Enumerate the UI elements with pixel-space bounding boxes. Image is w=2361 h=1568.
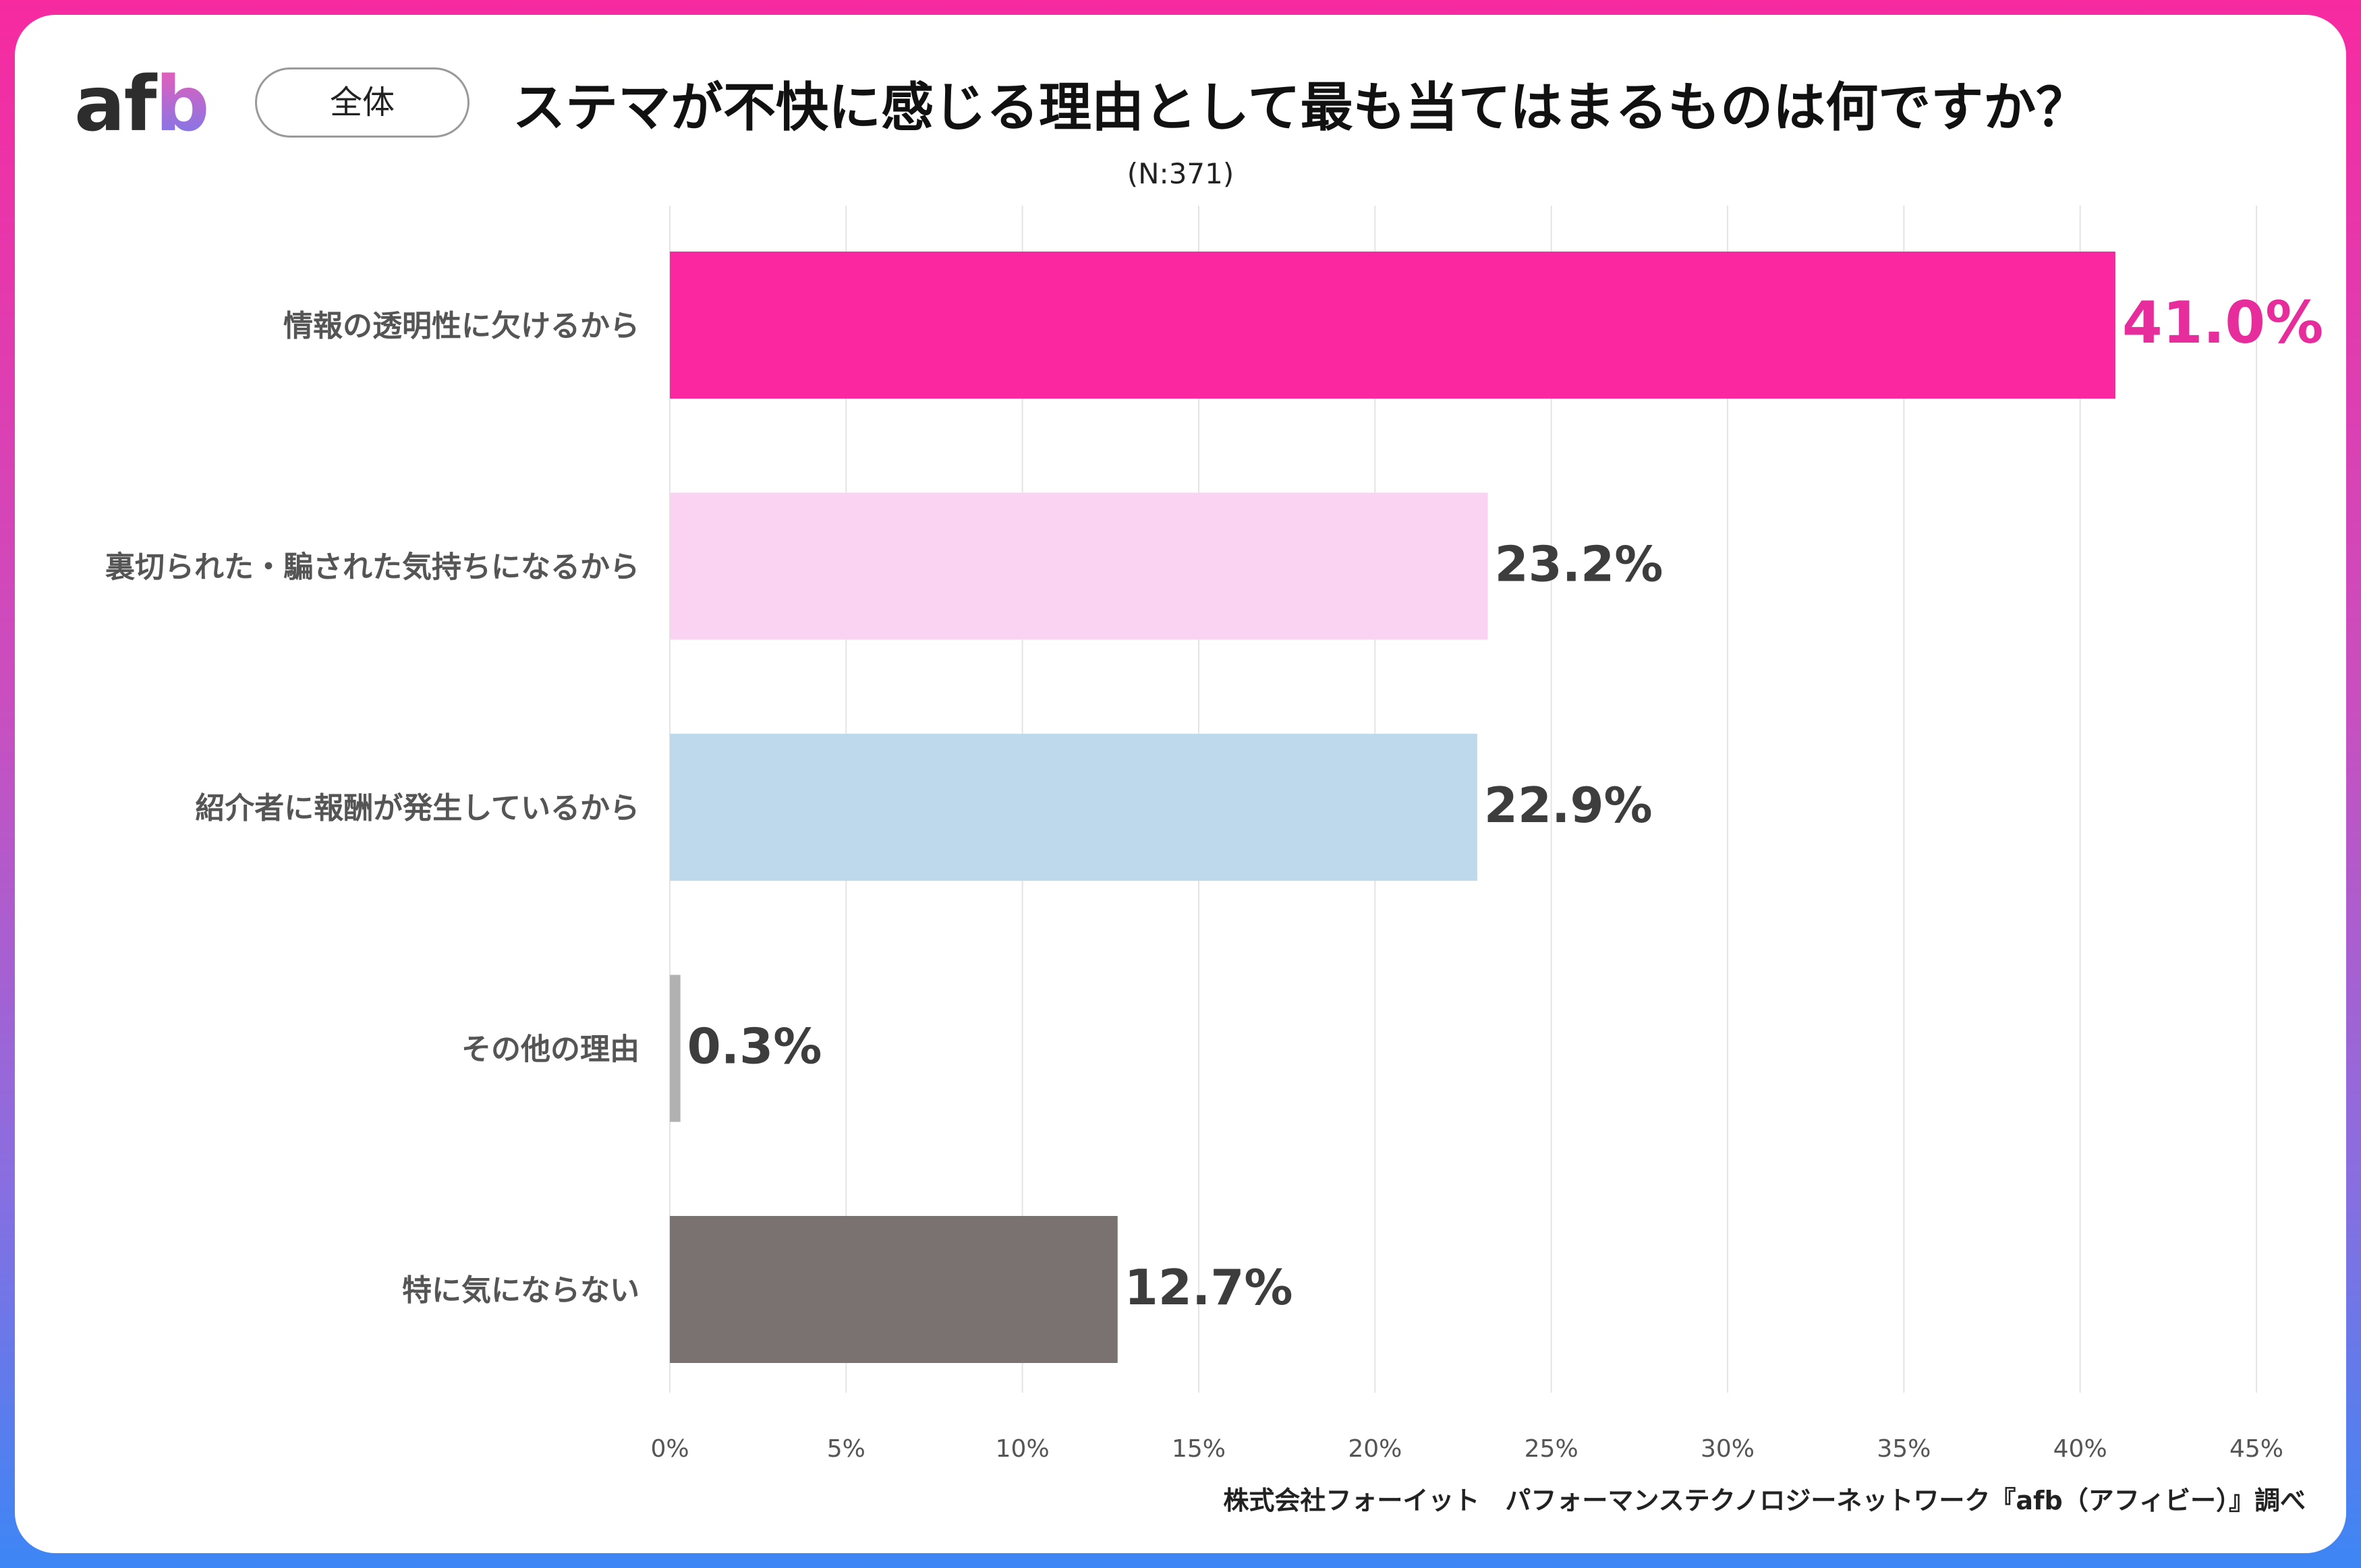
segment-badge: 全体 xyxy=(255,67,470,138)
x-tick-label: 15% xyxy=(1172,1435,1226,1463)
x-tick-label: 40% xyxy=(2053,1435,2107,1463)
category-label: 紹介者に報酬が発生しているから xyxy=(195,791,639,825)
x-tick-label: 25% xyxy=(1525,1435,1578,1463)
category-label: その他の理由 xyxy=(461,1033,639,1067)
x-tick-label: 10% xyxy=(996,1435,1050,1463)
labels: 0% 5% 10% 15% 20% 25% 30% 35% 40% 45% 情報の透明性に欠けるから… xyxy=(105,289,2323,1463)
bars xyxy=(670,252,2115,1363)
value-label: 23.2% xyxy=(1495,536,1663,593)
bar xyxy=(670,252,2115,399)
value-label: 22.9% xyxy=(1484,777,1653,834)
category-label: 裏切られた・騙された気持ちになるから xyxy=(105,550,639,585)
value-label: 12.7% xyxy=(1125,1259,1293,1316)
x-tick-label: 45% xyxy=(2229,1435,2283,1463)
x-tick-label: 0% xyxy=(650,1435,689,1463)
x-tick-label: 35% xyxy=(1877,1435,1931,1463)
x-tick-label: 5% xyxy=(827,1435,865,1463)
category-label: 特に気にならない xyxy=(402,1273,639,1308)
sample-size-label: (N:371) xyxy=(1127,157,1234,190)
value-label: 0.3% xyxy=(687,1018,822,1075)
x-tick-label: 20% xyxy=(1348,1435,1402,1463)
x-tick-label: 30% xyxy=(1701,1435,1755,1463)
afb-logo: afb xyxy=(74,61,209,148)
bar xyxy=(670,1216,1118,1363)
bar xyxy=(670,734,1477,881)
bar xyxy=(670,492,1488,640)
source-credit: 株式会社フォーイット パフォーマンステクノロジーネットワーク『afb（アフィビー… xyxy=(1223,1486,2306,1515)
category-label: 情報の透明性に欠けるから xyxy=(283,309,639,343)
bar xyxy=(670,975,681,1122)
value-label: 41.0% xyxy=(2122,289,2323,357)
chart-title: ステマが不快に感じる理由として最も当てはまるものは何ですか？ xyxy=(513,78,2089,138)
